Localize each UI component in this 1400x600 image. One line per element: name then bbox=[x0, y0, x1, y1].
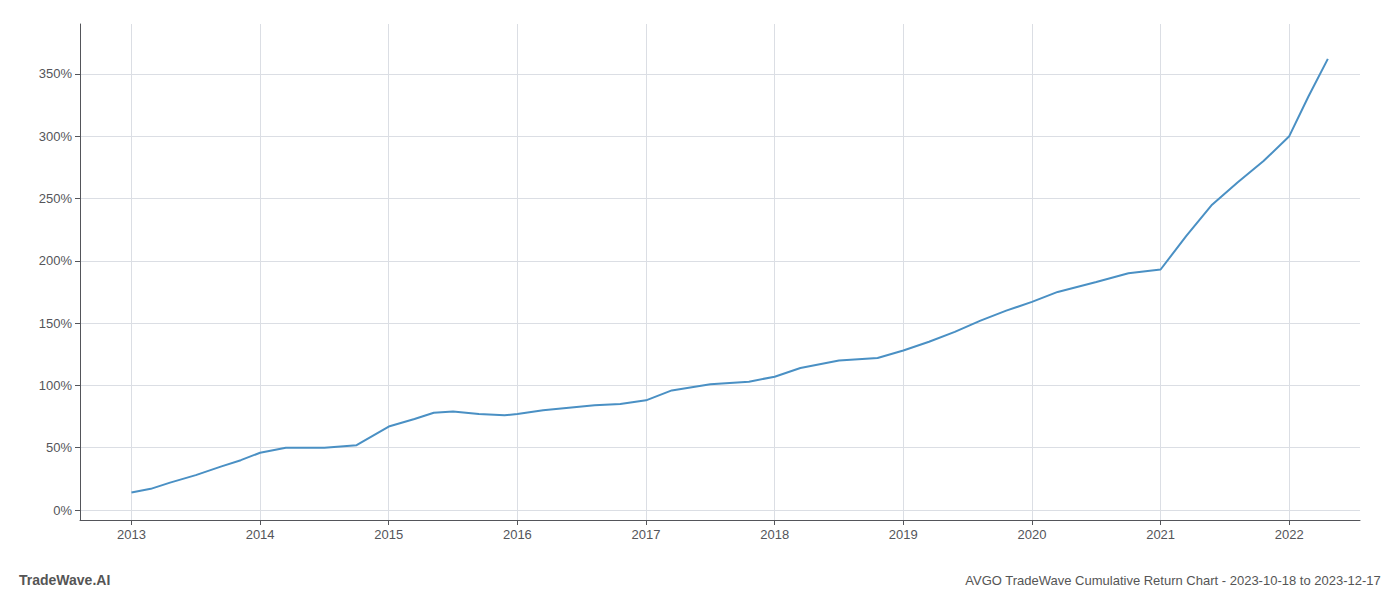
svg-text:2016: 2016 bbox=[503, 527, 532, 542]
svg-text:300%: 300% bbox=[39, 129, 73, 144]
svg-text:2013: 2013 bbox=[117, 527, 146, 542]
svg-text:50%: 50% bbox=[46, 440, 72, 455]
svg-text:350%: 350% bbox=[39, 66, 73, 81]
svg-text:2019: 2019 bbox=[889, 527, 918, 542]
svg-text:250%: 250% bbox=[39, 191, 73, 206]
svg-text:2015: 2015 bbox=[374, 527, 403, 542]
svg-text:AVGO TradeWave Cumulative Retu: AVGO TradeWave Cumulative Return Chart -… bbox=[965, 573, 1381, 588]
svg-text:2021: 2021 bbox=[1146, 527, 1175, 542]
svg-text:200%: 200% bbox=[39, 253, 73, 268]
svg-text:2018: 2018 bbox=[760, 527, 789, 542]
svg-text:2017: 2017 bbox=[632, 527, 661, 542]
svg-text:TradeWave.AI: TradeWave.AI bbox=[19, 572, 110, 588]
svg-text:100%: 100% bbox=[39, 378, 73, 393]
svg-text:2022: 2022 bbox=[1275, 527, 1304, 542]
svg-text:0%: 0% bbox=[53, 503, 72, 518]
svg-text:2020: 2020 bbox=[1017, 527, 1046, 542]
svg-text:2014: 2014 bbox=[246, 527, 275, 542]
svg-text:150%: 150% bbox=[39, 316, 73, 331]
